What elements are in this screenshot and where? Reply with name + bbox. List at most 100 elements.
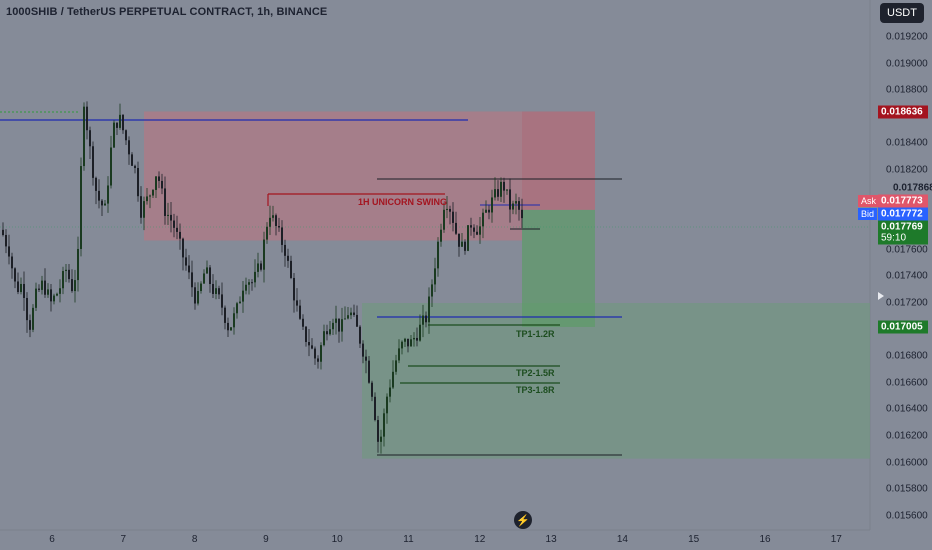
candle-body xyxy=(248,282,250,285)
price-tick-label: 0.016600 xyxy=(886,377,928,389)
candle-body xyxy=(179,231,181,239)
candle-body xyxy=(359,326,361,344)
candle-body xyxy=(482,212,484,227)
candle-body xyxy=(20,283,22,293)
candle-body xyxy=(5,234,7,247)
bid-label: Bid xyxy=(858,208,878,220)
candle-body xyxy=(218,288,220,295)
candle-body xyxy=(458,233,460,247)
candle-body xyxy=(326,331,328,335)
candle-body xyxy=(401,341,403,349)
candle-body xyxy=(215,288,217,294)
candle-body xyxy=(152,189,154,196)
candle-body xyxy=(221,294,223,308)
chart-title: 1000SHIB / TetherUS PERPETUAL CONTRACT, … xyxy=(6,6,328,18)
candle-body xyxy=(299,305,301,319)
candle-body xyxy=(422,315,424,325)
candle-body xyxy=(329,329,331,335)
candle-body xyxy=(455,222,457,234)
candle-body xyxy=(365,356,367,361)
demand-zone xyxy=(362,303,870,459)
candle-body xyxy=(35,288,37,308)
candle-body xyxy=(278,225,280,228)
candle-body xyxy=(74,280,76,292)
candle-body xyxy=(170,214,172,221)
time-tick-label: 7 xyxy=(120,534,127,545)
candle-body xyxy=(428,296,430,323)
tp3-label: TP3-1.8R xyxy=(516,385,555,395)
currency-button[interactable]: USDT xyxy=(880,3,924,23)
time-axis[interactable]: 6 7 8 9 10 11 12 13 14 15 16 17 xyxy=(0,530,870,550)
candle-body xyxy=(344,318,346,320)
time-tick-label: 11 xyxy=(403,534,414,545)
candle-body xyxy=(119,114,121,128)
candle-body xyxy=(23,283,25,298)
candle-body xyxy=(56,293,58,296)
candle-body xyxy=(518,201,520,210)
candle-body xyxy=(350,312,352,316)
price-axis[interactable]: 0.019200 0.019000 0.018800 0.018400 0.018200… xyxy=(870,0,932,530)
candle-body xyxy=(173,220,175,228)
price-tick-label: 0.016000 xyxy=(886,457,928,469)
candle-body xyxy=(509,189,511,210)
candle-body xyxy=(176,227,178,232)
candle-body xyxy=(143,201,145,218)
candle-body xyxy=(86,106,88,131)
price-tick-label: 0.015600 xyxy=(886,510,928,522)
candle-body xyxy=(251,282,253,284)
candle-body xyxy=(353,312,355,315)
candle-body xyxy=(134,165,136,169)
price-tick-label: 0.019200 xyxy=(886,31,928,43)
candle-body xyxy=(425,315,427,323)
tradingview-logo-icon[interactable]: ⚡ xyxy=(514,511,532,529)
candle-body xyxy=(317,358,319,362)
candle-body xyxy=(44,280,46,295)
candle-body xyxy=(236,303,238,314)
candle-body xyxy=(80,166,82,249)
candle-body xyxy=(419,324,421,341)
candle-body xyxy=(497,189,499,197)
candle-body xyxy=(113,122,115,148)
candle-body xyxy=(500,181,502,197)
candle-body xyxy=(470,225,472,228)
candle-body xyxy=(68,269,70,280)
candle-body xyxy=(257,263,259,272)
candle-body xyxy=(479,226,481,235)
candle-body xyxy=(308,342,310,346)
candle-body xyxy=(203,273,205,284)
candle-body xyxy=(404,338,406,342)
candle-body xyxy=(95,177,97,191)
candle-body xyxy=(155,176,157,190)
candle-body xyxy=(164,188,166,216)
candle-body xyxy=(125,130,127,141)
candle-body xyxy=(101,200,103,206)
candle-body xyxy=(266,226,268,240)
candle-body xyxy=(383,413,385,437)
candle-body xyxy=(389,387,391,397)
candle-body xyxy=(410,339,412,347)
target-zone xyxy=(522,209,595,327)
candle-body xyxy=(230,327,232,331)
candle-body xyxy=(473,227,475,232)
price-tick-label: 0.018200 xyxy=(886,164,928,176)
candle-body xyxy=(200,283,202,292)
last-high-tag: 0.017868 xyxy=(893,182,932,194)
candle-body xyxy=(212,283,214,294)
candle-body xyxy=(485,209,487,213)
candle-body xyxy=(320,345,322,362)
stop-loss-zone xyxy=(522,111,595,210)
candle-body xyxy=(107,185,109,204)
candle-body xyxy=(89,130,91,147)
candle-body xyxy=(65,269,67,272)
candle-body xyxy=(431,284,433,297)
candle-body xyxy=(140,196,142,218)
time-tick-label: 14 xyxy=(616,534,628,545)
candle-body xyxy=(26,297,28,321)
candle-body xyxy=(161,180,163,189)
candle-body xyxy=(188,265,190,273)
candle-body xyxy=(137,168,139,197)
time-tick-label: 10 xyxy=(331,534,343,545)
candle-body xyxy=(167,214,169,216)
ask-tag: 0.017773 xyxy=(878,194,928,208)
